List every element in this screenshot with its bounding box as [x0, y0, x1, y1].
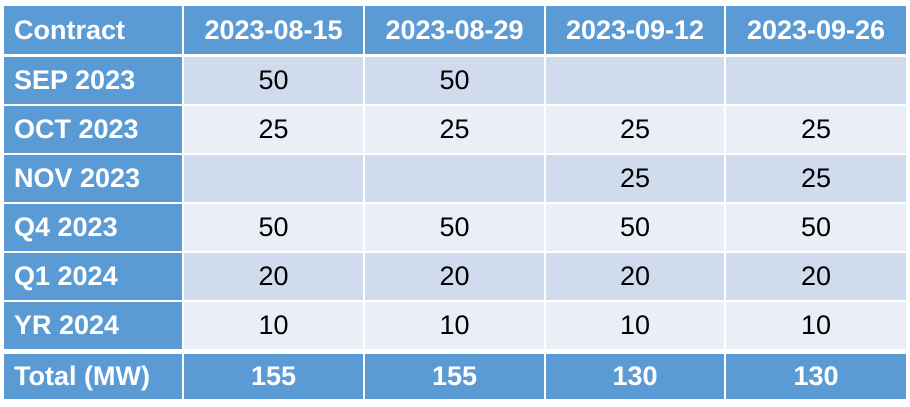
total-cell: 130 [726, 351, 906, 399]
table-cell: 20 [726, 253, 906, 302]
total-label: Total (MW) [4, 351, 184, 399]
table-cell: 50 [726, 204, 906, 253]
table-cell [365, 155, 546, 204]
table-cell: 10 [184, 302, 365, 351]
total-cell: 155 [365, 351, 546, 399]
row-label: NOV 2023 [4, 155, 184, 204]
table-cell: 10 [365, 302, 546, 351]
table-cell [726, 57, 906, 106]
row-label: Q1 2024 [4, 253, 184, 302]
row-label: Q4 2023 [4, 204, 184, 253]
row-label: OCT 2023 [4, 106, 184, 155]
table-cell: 10 [546, 302, 726, 351]
header-cell-date: 2023-09-12 [546, 6, 726, 57]
table-cell: 50 [365, 204, 546, 253]
row-label: SEP 2023 [4, 57, 184, 106]
table-cell: 50 [546, 204, 726, 253]
header-cell-contract: Contract [4, 6, 184, 57]
table-cell: 20 [365, 253, 546, 302]
table-cell: 20 [546, 253, 726, 302]
table-cell: 20 [184, 253, 365, 302]
table-cell [546, 57, 726, 106]
table-cell [184, 155, 365, 204]
table-cell: 50 [184, 57, 365, 106]
table-cell: 25 [365, 106, 546, 155]
header-cell-date: 2023-09-26 [726, 6, 906, 57]
total-cell: 130 [546, 351, 726, 399]
header-cell-date: 2023-08-15 [184, 6, 365, 57]
table-cell: 25 [184, 106, 365, 155]
total-cell: 155 [184, 351, 365, 399]
header-cell-date: 2023-08-29 [365, 6, 546, 57]
table-cell: 25 [726, 106, 906, 155]
table-cell: 10 [726, 302, 906, 351]
table-cell: 50 [184, 204, 365, 253]
contract-table: Contract 2023-08-15 2023-08-29 2023-09-1… [4, 6, 906, 399]
table-cell: 25 [546, 106, 726, 155]
table-cell: 25 [726, 155, 906, 204]
table-cell: 50 [365, 57, 546, 106]
row-label: YR 2024 [4, 302, 184, 351]
table-cell: 25 [546, 155, 726, 204]
